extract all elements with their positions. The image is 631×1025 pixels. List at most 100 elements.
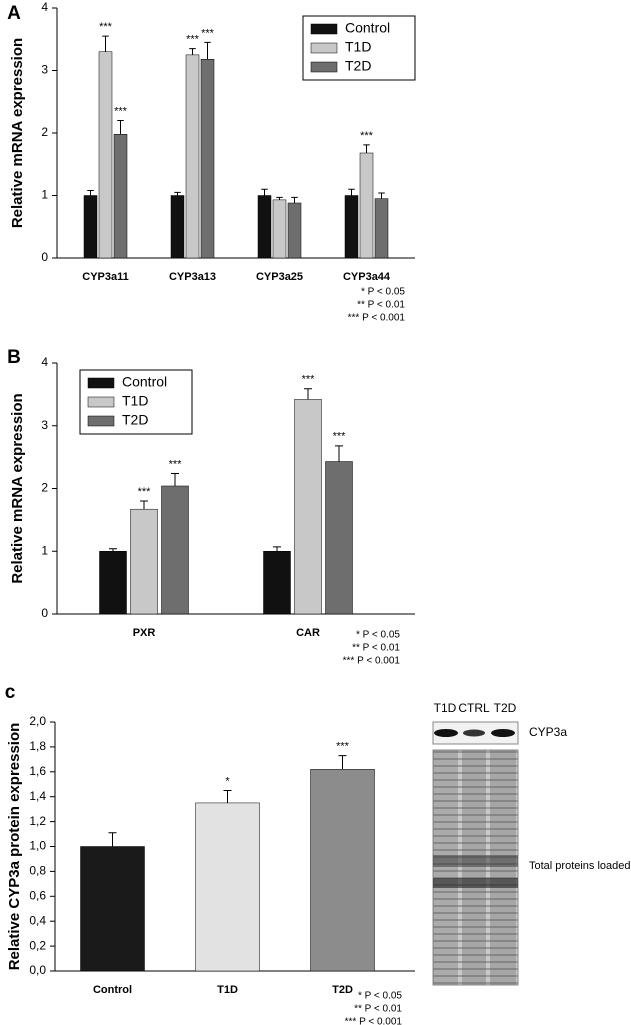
bar: [98, 51, 113, 259]
bar: [130, 508, 158, 615]
bar: [83, 195, 98, 259]
bar: [374, 198, 389, 259]
legend-label: T2D: [122, 412, 148, 428]
panel-label: B: [7, 347, 21, 368]
y-tick-label: 1,0: [29, 839, 46, 853]
lane-label: T1D: [434, 701, 457, 715]
significance-label: *: [225, 775, 230, 787]
significance-label: ***: [138, 486, 152, 498]
legend-label: Control: [122, 374, 167, 390]
y-tick-label: 1: [41, 188, 48, 202]
bar: [359, 152, 374, 259]
lane-label: T2D: [494, 701, 517, 715]
footnote: ** P < 0.01: [352, 643, 400, 654]
significance-label: ***: [201, 27, 215, 39]
legend-swatch: [87, 377, 115, 389]
y-tick-label: 0,6: [29, 888, 46, 902]
y-tick-label: 1,8: [29, 739, 46, 753]
legend-label: T1D: [122, 393, 148, 409]
bar: [195, 802, 260, 972]
error-bar: [87, 190, 94, 196]
y-axis-label: Relative CYP3a protein expression: [6, 723, 23, 971]
footnote: * P < 0.05: [361, 287, 405, 298]
error-bar: [117, 120, 124, 135]
legend-swatch: [87, 415, 115, 427]
x-tick-label: CYP3a44: [343, 271, 391, 283]
blot-lane: [462, 750, 486, 985]
y-tick-label: 4: [41, 355, 48, 369]
y-tick-label: 2: [41, 481, 48, 495]
error-bar: [304, 388, 312, 400]
y-tick-label: 0,4: [29, 913, 46, 927]
significance-label: ***: [99, 21, 113, 33]
error-bar: [338, 755, 347, 770]
blot-lane: [433, 750, 458, 985]
error-bar: [204, 41, 211, 60]
lane-label: CTRL: [458, 701, 490, 715]
blot-lane: [490, 750, 516, 985]
legend-label: Control: [345, 20, 390, 36]
significance-label: ***: [333, 431, 347, 443]
bar: [344, 195, 359, 259]
footnote: *** P < 0.001: [345, 1017, 403, 1025]
error-bar: [273, 546, 281, 552]
y-axis-label: Relative mRNA expression: [9, 38, 26, 228]
y-tick-label: 3: [41, 63, 48, 77]
y-tick-label: 0: [41, 250, 48, 264]
bar: [263, 551, 291, 615]
error-bar: [102, 35, 109, 52]
error-bar: [291, 196, 298, 203]
bar: [287, 202, 302, 259]
x-tick-label: CYP3a25: [256, 271, 303, 283]
bar: [200, 59, 215, 259]
bar: [325, 461, 353, 615]
legend-label: T2D: [345, 58, 371, 74]
blot-band: [434, 729, 458, 737]
y-tick-label: 0,8: [29, 864, 46, 878]
blot-label: Total proteins loaded: [529, 860, 631, 872]
legend-swatch: [310, 42, 338, 54]
bar: [161, 485, 189, 615]
error-bar: [378, 192, 385, 199]
blot-label: CYP3a: [529, 725, 567, 739]
error-bar: [189, 48, 196, 55]
x-tick-label: CAR: [296, 627, 320, 639]
significance-label: ***: [114, 105, 128, 117]
bar: [272, 199, 287, 259]
significance-label: ***: [169, 458, 183, 470]
significance-label: ***: [186, 34, 200, 46]
error-bar: [363, 144, 370, 153]
panel-label: A: [7, 3, 21, 24]
blot-image: [432, 721, 519, 986]
y-tick-label: 4: [41, 0, 48, 14]
bar: [99, 551, 127, 615]
error-bar: [109, 548, 117, 552]
footnote: * P < 0.05: [356, 630, 400, 641]
bar: [113, 134, 128, 259]
legend-swatch: [310, 61, 338, 73]
blot-band: [491, 729, 515, 737]
blot-band: [433, 878, 518, 888]
error-bar: [261, 188, 268, 196]
footnote: ** P < 0.01: [357, 300, 405, 311]
x-tick-label: CYP3a13: [169, 271, 216, 283]
x-tick-label: PXR: [133, 627, 156, 639]
error-bar: [276, 196, 283, 200]
y-tick-label: 0: [41, 606, 48, 620]
error-bar: [223, 789, 232, 803]
y-tick-label: 1,2: [29, 814, 46, 828]
bar: [80, 846, 145, 972]
bar: [294, 399, 322, 615]
y-tick-label: 0,0: [29, 963, 46, 977]
error-bar: [140, 500, 148, 510]
footnote: *** P < 0.001: [343, 656, 401, 667]
significance-label: ***: [360, 130, 374, 142]
significance-label: ***: [302, 374, 316, 386]
bar: [257, 195, 272, 259]
y-tick-label: 2: [41, 125, 48, 139]
x-tick-label: Control: [93, 984, 132, 996]
y-tick-label: 3: [41, 418, 48, 432]
error-bar: [171, 472, 179, 486]
footnote: *** P < 0.001: [348, 313, 406, 324]
